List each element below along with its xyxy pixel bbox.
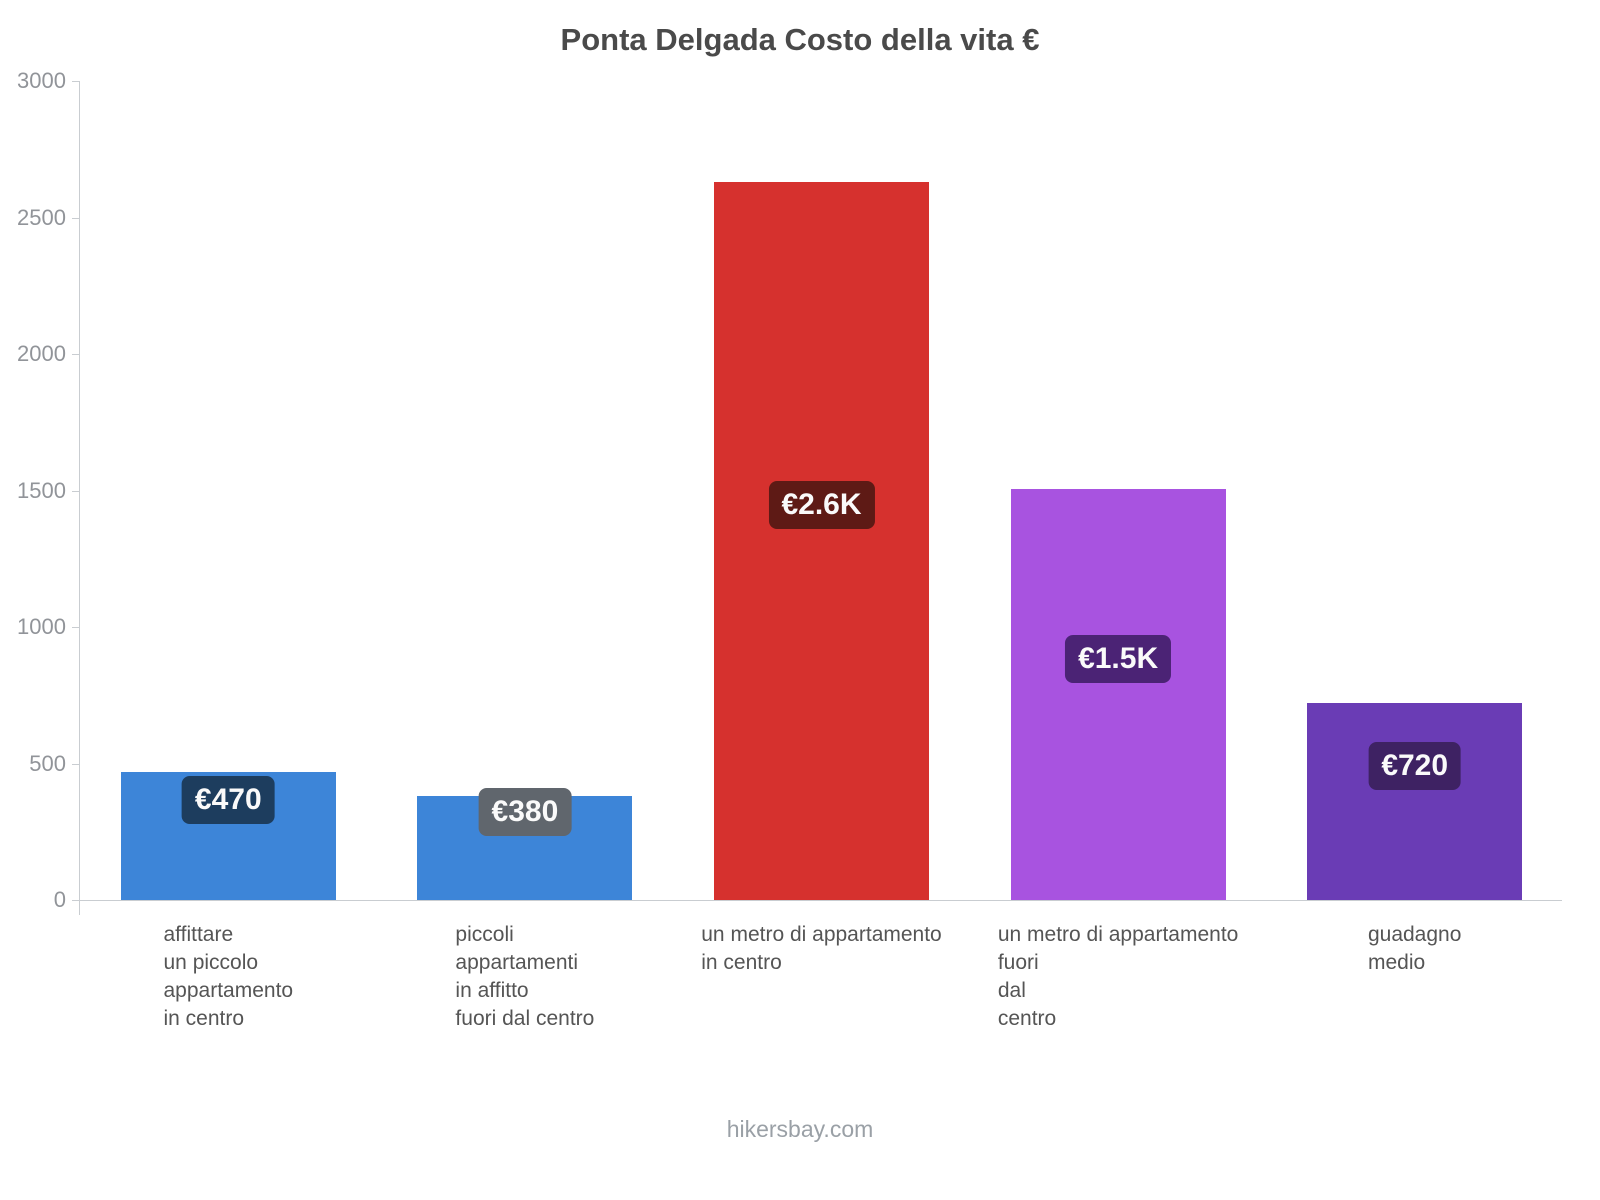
chart-title: Ponta Delgada Costo della vita € xyxy=(560,22,1040,57)
y-tick-label: 1000 xyxy=(17,614,66,639)
x-category-label: piccoli appartamenti in affitto fuori da… xyxy=(455,923,595,1030)
y-tick-mark xyxy=(72,354,79,355)
bar-value-label: €720 xyxy=(1368,741,1462,790)
y-tick-mark xyxy=(72,900,79,901)
bar-value-label: €2.6K xyxy=(768,481,875,529)
bar-value-label: €470 xyxy=(181,775,275,824)
bar-value-label: €380 xyxy=(478,788,572,837)
x-axis-line xyxy=(79,900,1562,901)
y-tick-mark xyxy=(72,81,79,82)
y-tick-mark xyxy=(72,490,79,492)
x-axis-labels: affittare un piccolo appartamento in cen… xyxy=(0,921,1600,1051)
y-tick-mark xyxy=(72,217,79,219)
x-category-label: affittare un piccolo appartamento in cen… xyxy=(163,923,294,1030)
y-tick-label: 0 xyxy=(53,887,66,912)
plot-area: €470 €380 €2.6K €1.5K €720 xyxy=(72,81,1563,915)
x-category-label: guadagno medio xyxy=(1367,923,1462,974)
bar-5: €720 xyxy=(1307,703,1523,900)
y-tick-label: 2500 xyxy=(17,204,66,230)
y-tick-label: 3000 xyxy=(17,68,66,93)
y-tick-mark xyxy=(72,763,79,765)
y-tick-label: 1500 xyxy=(17,477,66,503)
bar-3: €2.6K xyxy=(714,182,929,900)
y-tick-label: 500 xyxy=(29,750,66,776)
footer-watermark: hikersbay.com xyxy=(726,1116,874,1142)
bar-value-label: €1.5K xyxy=(1065,634,1172,683)
y-tick-label: 2000 xyxy=(17,341,66,366)
y-axis-line xyxy=(79,81,80,915)
x-category-label: un metro di appartamento fuori dal centr… xyxy=(997,923,1239,1030)
x-category-label: un metro di appartamento in centro xyxy=(701,923,942,974)
y-axis: 0 500 1000 1500 2000 2500 3000 xyxy=(0,68,66,912)
bar-2: €380 xyxy=(417,788,633,900)
bar-4: €1.5K xyxy=(1010,489,1226,900)
y-tick-mark xyxy=(72,627,79,628)
bar-1: €470 xyxy=(120,771,336,900)
